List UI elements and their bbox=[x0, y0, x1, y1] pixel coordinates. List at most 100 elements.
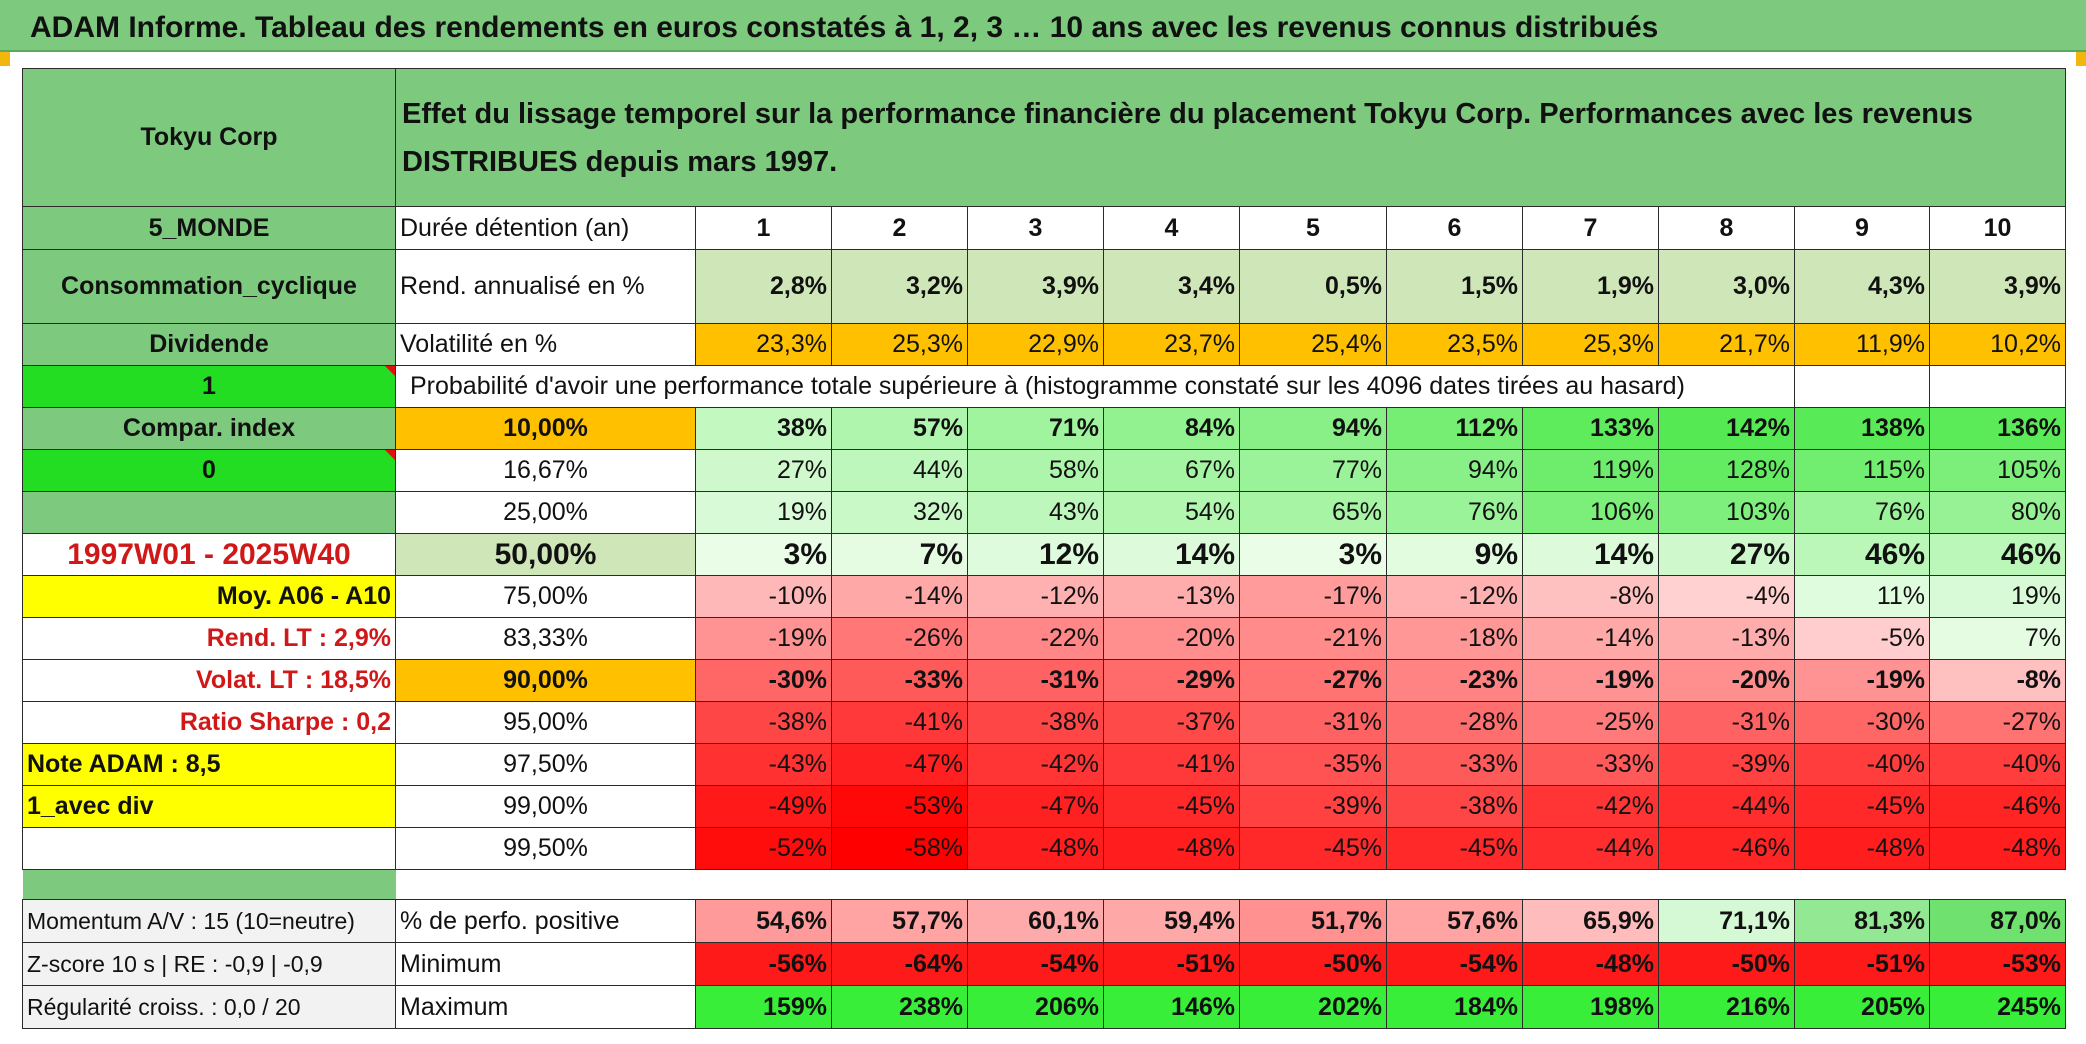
percentile-cell: -53% bbox=[831, 785, 968, 828]
percentile-cell: 19% bbox=[695, 491, 832, 534]
percentile-cell: 80% bbox=[1928, 491, 2067, 534]
percentile-cell: -35% bbox=[1239, 743, 1387, 786]
percentile-cell: 14% bbox=[1522, 533, 1659, 576]
stat-cell: 57,6% bbox=[1386, 899, 1523, 943]
rend-cell: 2,8% bbox=[695, 249, 832, 324]
stat-cell: 245% bbox=[1928, 985, 2067, 1029]
percentile-cell: 136% bbox=[1928, 407, 2067, 450]
rend-cell: 4,3% bbox=[1794, 249, 1930, 324]
percentile-cell: 7% bbox=[831, 533, 968, 576]
percentile-cell: -8% bbox=[1928, 659, 2067, 702]
percentile-cell: -25% bbox=[1522, 701, 1659, 744]
green-band bbox=[22, 869, 396, 900]
percentile-cell: 103% bbox=[1658, 491, 1795, 534]
percentile-cell: -33% bbox=[831, 659, 968, 702]
percentile-cell: -39% bbox=[1239, 785, 1387, 828]
percentile-cell: 14% bbox=[1103, 533, 1240, 576]
stat-cell: -51% bbox=[1794, 942, 1930, 986]
percentile-cell: -47% bbox=[967, 785, 1104, 828]
rend-cell: 3,2% bbox=[831, 249, 968, 324]
percentile-cell: -26% bbox=[831, 617, 968, 660]
flag-zero-cell: 0 bbox=[22, 449, 396, 492]
rend-cell: 1,5% bbox=[1386, 249, 1523, 324]
percentile-cell: -29% bbox=[1103, 659, 1240, 702]
percentile-cell: -45% bbox=[1386, 827, 1523, 870]
year-header: 9 bbox=[1794, 206, 1930, 250]
compar-index-label: Compar. index bbox=[22, 407, 396, 450]
year-header: 6 bbox=[1386, 206, 1523, 250]
percentile-cell: 38% bbox=[695, 407, 832, 450]
stat-cell: -53% bbox=[1928, 942, 2067, 986]
volat-lt-label: Volat. LT : 18,5% bbox=[22, 659, 396, 702]
percentile-cell: -44% bbox=[1522, 827, 1659, 870]
percentile-cell: -12% bbox=[1386, 575, 1523, 618]
percentile-label: 90,00% bbox=[395, 659, 696, 702]
percentile-cell: -42% bbox=[967, 743, 1104, 786]
percentile-cell: 133% bbox=[1522, 407, 1659, 450]
percentile-cell: -48% bbox=[967, 827, 1104, 870]
percentile-cell: 94% bbox=[1239, 407, 1387, 450]
vol-cell: 11,9% bbox=[1794, 323, 1930, 366]
stat-cell: -50% bbox=[1658, 942, 1795, 986]
empty-green-cell bbox=[22, 491, 396, 534]
percentile-cell: 27% bbox=[1658, 533, 1795, 576]
percentile-cell: -39% bbox=[1658, 743, 1795, 786]
rend-cell: 3,0% bbox=[1658, 249, 1795, 324]
percentile-cell: -18% bbox=[1386, 617, 1523, 660]
percentile-cell: -20% bbox=[1658, 659, 1795, 702]
percentile-cell: 46% bbox=[1794, 533, 1930, 576]
percentile-cell: -5% bbox=[1794, 617, 1930, 660]
stat-cell: 202% bbox=[1239, 985, 1387, 1029]
year-header: 1 bbox=[695, 206, 832, 250]
percentile-cell: -41% bbox=[831, 701, 968, 744]
percentile-cell: -42% bbox=[1522, 785, 1659, 828]
stat-cell: -54% bbox=[967, 942, 1104, 986]
sector-label: Consommation_cyclique bbox=[22, 249, 396, 324]
percentile-cell: 112% bbox=[1386, 407, 1523, 450]
percentile-cell: 12% bbox=[967, 533, 1104, 576]
percentile-cell: -8% bbox=[1522, 575, 1659, 618]
stat-cell: -51% bbox=[1103, 942, 1240, 986]
stat-cell: 54,6% bbox=[695, 899, 832, 943]
percentile-label: 83,33% bbox=[395, 617, 696, 660]
vol-cell: 22,9% bbox=[967, 323, 1104, 366]
percentile-cell: -45% bbox=[1794, 785, 1930, 828]
stat-cell: -48% bbox=[1522, 942, 1659, 986]
percentile-cell: 9% bbox=[1386, 533, 1523, 576]
stat-row-label: Minimum bbox=[395, 942, 696, 986]
percentile-cell: -37% bbox=[1103, 701, 1240, 744]
percentile-cell: -48% bbox=[1794, 827, 1930, 870]
percentile-cell: -43% bbox=[695, 743, 832, 786]
percentile-cell: -33% bbox=[1386, 743, 1523, 786]
region-label: 5_MONDE bbox=[22, 206, 396, 250]
percentile-cell: 46% bbox=[1928, 533, 2067, 576]
stat-cell: 216% bbox=[1658, 985, 1795, 1029]
stat-cell: 205% bbox=[1794, 985, 1930, 1029]
rend-cell: 3,9% bbox=[967, 249, 1104, 324]
percentile-cell: -46% bbox=[1928, 785, 2067, 828]
percentile-cell: -27% bbox=[1239, 659, 1387, 702]
stat-left-label: Momentum A/V : 15 (10=neutre) bbox=[22, 899, 396, 943]
percentile-cell: -14% bbox=[1522, 617, 1659, 660]
percentile-cell: -40% bbox=[1928, 743, 2067, 786]
percentile-cell: -21% bbox=[1239, 617, 1387, 660]
percentile-cell: -10% bbox=[695, 575, 832, 618]
vol-cell: 25,4% bbox=[1239, 323, 1387, 366]
empty-cell bbox=[1928, 365, 2067, 408]
percentile-label: 99,50% bbox=[395, 827, 696, 870]
percentile-cell: -4% bbox=[1658, 575, 1795, 618]
percentile-cell: -58% bbox=[831, 827, 968, 870]
percentile-cell: -31% bbox=[1658, 701, 1795, 744]
percentile-cell: -19% bbox=[695, 617, 832, 660]
percentile-cell: -31% bbox=[967, 659, 1104, 702]
stat-cell: 238% bbox=[831, 985, 968, 1029]
corner-marker bbox=[2076, 52, 2086, 66]
percentile-cell: -33% bbox=[1522, 743, 1659, 786]
rend-cell: 3,4% bbox=[1103, 249, 1240, 324]
percentile-cell: -27% bbox=[1928, 701, 2067, 744]
stat-cell: 159% bbox=[695, 985, 832, 1029]
year-header: 4 bbox=[1103, 206, 1240, 250]
percentile-cell: 76% bbox=[1386, 491, 1523, 534]
empty-cell bbox=[1794, 365, 1930, 408]
percentile-cell: -48% bbox=[1103, 827, 1240, 870]
